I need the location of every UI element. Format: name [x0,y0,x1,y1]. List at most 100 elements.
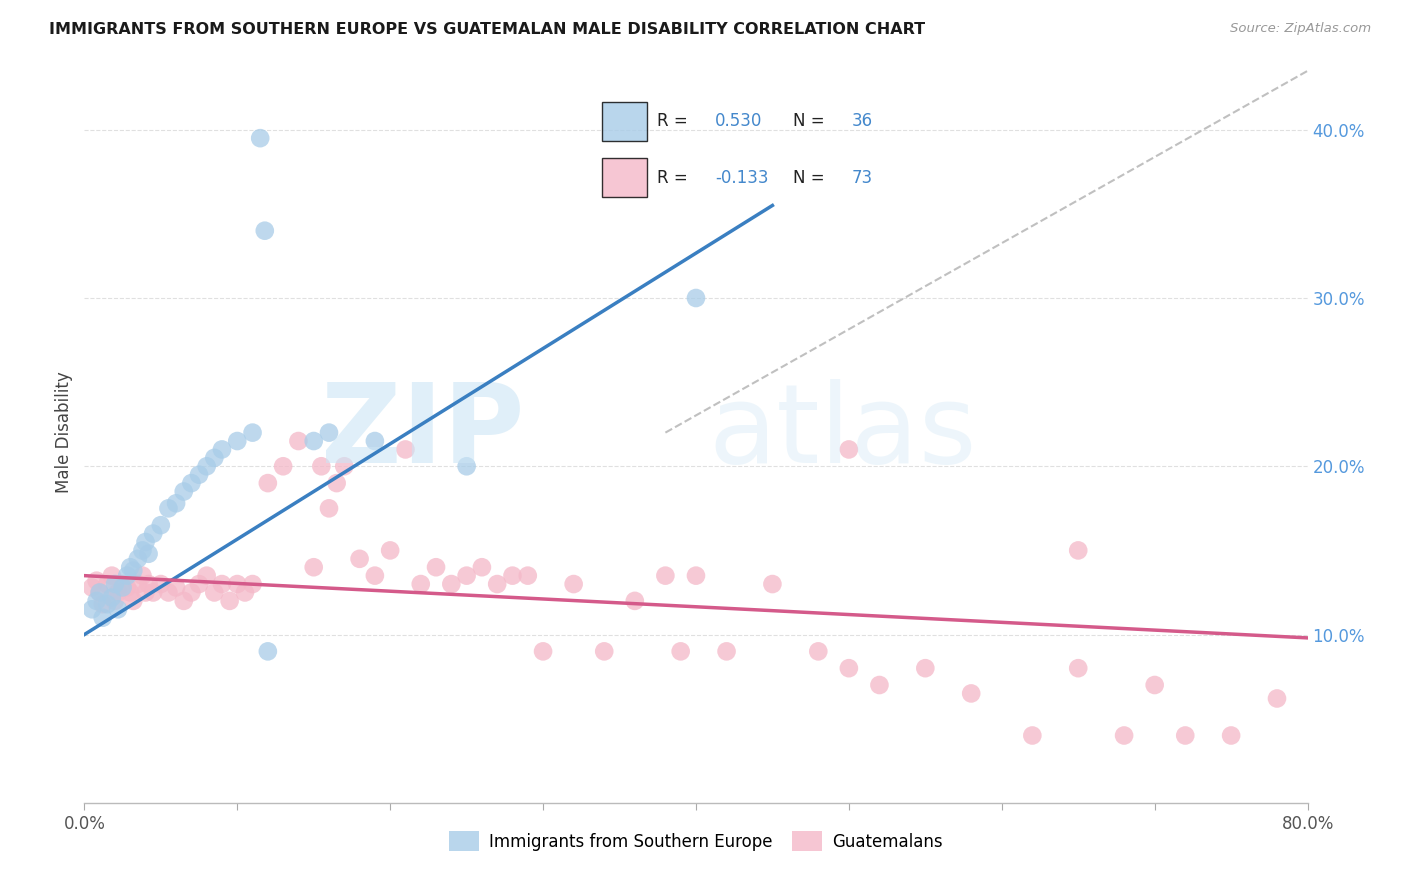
Point [249,131,271,145]
Point [127,551,149,566]
Point [364,434,387,448]
Point [157,501,180,516]
Point [311,459,333,474]
Point [685,291,707,305]
Point [149,577,172,591]
Point [486,577,509,591]
Point [131,543,153,558]
Point [165,581,187,595]
Point [91,610,114,624]
Text: Source: ZipAtlas.com: Source: ZipAtlas.com [1230,22,1371,36]
Point [101,568,124,582]
Point [531,644,554,658]
Point [1067,543,1090,558]
Point [86,594,108,608]
Legend: Immigrants from Southern Europe, Guatemalans: Immigrants from Southern Europe, Guatema… [443,825,949,857]
Point [101,591,124,605]
Point [107,602,129,616]
Point [349,551,371,566]
Point [1067,661,1090,675]
Point [115,581,138,595]
Point [122,564,145,578]
Point [364,568,387,582]
Point [325,476,347,491]
Point [380,543,402,558]
Point [456,459,478,474]
Point [914,661,936,675]
Point [302,560,325,574]
Point [96,597,118,611]
Point [202,450,225,465]
Point [138,547,160,561]
Point [242,577,264,591]
Y-axis label: Male Disability: Male Disability [55,372,73,493]
Point [86,574,108,588]
Point [111,577,134,591]
Point [624,594,647,608]
Point [516,568,538,582]
Point [218,594,240,608]
Point [257,644,280,658]
Point [104,577,127,591]
Point [131,568,153,582]
Point [120,560,142,574]
Point [271,459,294,474]
Point [593,644,616,658]
Point [1265,691,1288,706]
Point [1143,678,1166,692]
Point [115,568,138,582]
Text: IMMIGRANTS FROM SOUTHERN EUROPE VS GUATEMALAN MALE DISABILITY CORRELATION CHART: IMMIGRANTS FROM SOUTHERN EUROPE VS GUATE… [49,22,925,37]
Point [253,224,276,238]
Point [838,661,860,675]
Point [142,526,165,541]
Point [188,577,211,591]
Point [960,686,983,700]
Point [157,585,180,599]
Point [1021,729,1043,743]
Point [440,577,463,591]
Point [96,577,118,591]
Point [111,581,134,595]
Point [188,467,211,482]
Point [211,442,233,457]
Point [562,577,585,591]
Point [257,476,280,491]
Point [471,560,494,574]
Point [142,585,165,599]
Point [761,577,783,591]
Point [135,535,157,549]
Point [89,585,111,599]
Point [409,577,432,591]
Point [226,577,249,591]
Point [838,442,860,457]
Point [120,585,142,599]
Point [318,501,340,516]
Point [149,518,172,533]
Point [89,585,111,599]
Point [302,434,325,448]
Point [456,568,478,582]
Point [333,459,356,474]
Point [195,568,218,582]
Point [80,602,103,616]
Point [1220,729,1243,743]
Point [242,425,264,440]
Point [135,585,157,599]
Point [1114,729,1136,743]
Point [685,568,707,582]
Point [165,496,187,510]
Point [91,597,114,611]
Point [318,425,340,440]
Point [107,585,129,599]
Text: atlas: atlas [709,379,977,486]
Point [233,585,256,599]
Point [173,484,195,499]
Point [180,476,202,491]
Point [180,585,202,599]
Point [287,434,309,448]
Point [654,568,676,582]
Point [202,585,225,599]
Point [1174,729,1197,743]
Point [127,577,149,591]
Point [195,459,218,474]
